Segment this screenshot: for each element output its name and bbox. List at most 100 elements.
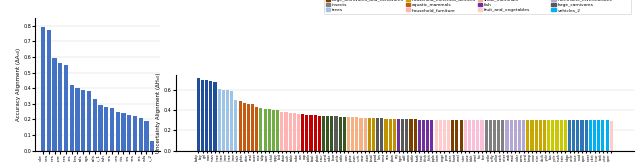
- Y-axis label: Accuracy Alignment (ΔAₙ₀): Accuracy Alignment (ΔAₙ₀): [15, 48, 20, 121]
- Bar: [234, 100, 237, 151]
- Bar: [568, 120, 571, 151]
- Bar: [289, 113, 292, 151]
- Bar: [355, 117, 358, 151]
- Bar: [81, 90, 85, 151]
- Bar: [116, 112, 120, 151]
- Bar: [397, 119, 400, 151]
- Bar: [531, 120, 534, 151]
- Bar: [360, 118, 363, 151]
- Bar: [472, 120, 475, 151]
- Bar: [410, 119, 413, 151]
- Bar: [539, 120, 542, 151]
- Bar: [393, 119, 396, 151]
- Bar: [70, 85, 74, 151]
- Bar: [339, 117, 342, 151]
- Bar: [497, 120, 500, 151]
- Bar: [556, 120, 559, 151]
- Bar: [593, 120, 596, 151]
- Bar: [376, 118, 380, 151]
- Bar: [305, 115, 308, 151]
- Bar: [209, 81, 212, 151]
- Bar: [435, 120, 438, 151]
- Bar: [138, 118, 143, 151]
- Bar: [297, 114, 300, 151]
- Bar: [230, 91, 234, 151]
- Bar: [284, 112, 287, 151]
- Bar: [347, 117, 350, 151]
- Bar: [322, 116, 325, 151]
- Bar: [484, 120, 488, 151]
- Bar: [276, 110, 279, 151]
- Bar: [547, 120, 550, 151]
- Bar: [127, 115, 131, 151]
- Bar: [47, 30, 51, 151]
- Bar: [447, 120, 450, 151]
- Bar: [301, 114, 304, 151]
- Bar: [58, 63, 63, 151]
- Bar: [122, 113, 125, 151]
- Bar: [426, 120, 429, 151]
- Bar: [585, 120, 588, 151]
- Bar: [247, 104, 250, 151]
- Bar: [251, 104, 254, 151]
- Bar: [259, 108, 262, 151]
- Bar: [509, 120, 513, 151]
- Bar: [451, 120, 454, 151]
- Bar: [401, 119, 404, 151]
- Bar: [597, 120, 600, 151]
- Bar: [372, 118, 375, 151]
- Bar: [197, 78, 200, 151]
- Bar: [522, 120, 525, 151]
- Bar: [589, 120, 592, 151]
- Bar: [418, 120, 421, 151]
- Bar: [326, 116, 329, 151]
- Bar: [481, 120, 483, 151]
- Bar: [602, 120, 604, 151]
- Bar: [132, 116, 137, 151]
- Bar: [335, 116, 337, 151]
- Bar: [272, 110, 275, 151]
- Bar: [543, 120, 546, 151]
- Bar: [64, 65, 68, 151]
- Bar: [534, 120, 538, 151]
- Bar: [518, 120, 521, 151]
- Bar: [413, 119, 417, 151]
- Bar: [405, 119, 408, 151]
- Bar: [476, 120, 479, 151]
- Bar: [551, 120, 554, 151]
- Bar: [264, 109, 267, 151]
- Bar: [388, 119, 392, 151]
- Bar: [218, 89, 221, 151]
- Bar: [468, 120, 471, 151]
- Bar: [343, 117, 346, 151]
- Bar: [456, 120, 458, 151]
- Bar: [255, 107, 259, 151]
- Bar: [205, 80, 208, 151]
- Bar: [576, 120, 579, 151]
- Bar: [317, 116, 321, 151]
- Bar: [489, 120, 492, 151]
- Bar: [526, 120, 529, 151]
- Bar: [380, 118, 383, 151]
- Bar: [239, 101, 242, 151]
- Bar: [110, 109, 114, 151]
- Bar: [226, 90, 229, 151]
- Bar: [580, 120, 584, 151]
- Bar: [76, 88, 79, 151]
- Bar: [438, 120, 442, 151]
- Bar: [351, 117, 354, 151]
- Bar: [564, 120, 567, 151]
- Bar: [506, 120, 509, 151]
- Bar: [222, 90, 225, 151]
- Bar: [243, 103, 246, 151]
- Bar: [41, 27, 45, 151]
- Bar: [430, 120, 433, 151]
- Bar: [460, 120, 463, 151]
- Bar: [464, 120, 467, 151]
- Bar: [268, 109, 271, 151]
- Bar: [501, 120, 504, 151]
- Bar: [368, 118, 371, 151]
- Bar: [559, 120, 563, 151]
- Bar: [443, 120, 446, 151]
- Bar: [309, 115, 312, 151]
